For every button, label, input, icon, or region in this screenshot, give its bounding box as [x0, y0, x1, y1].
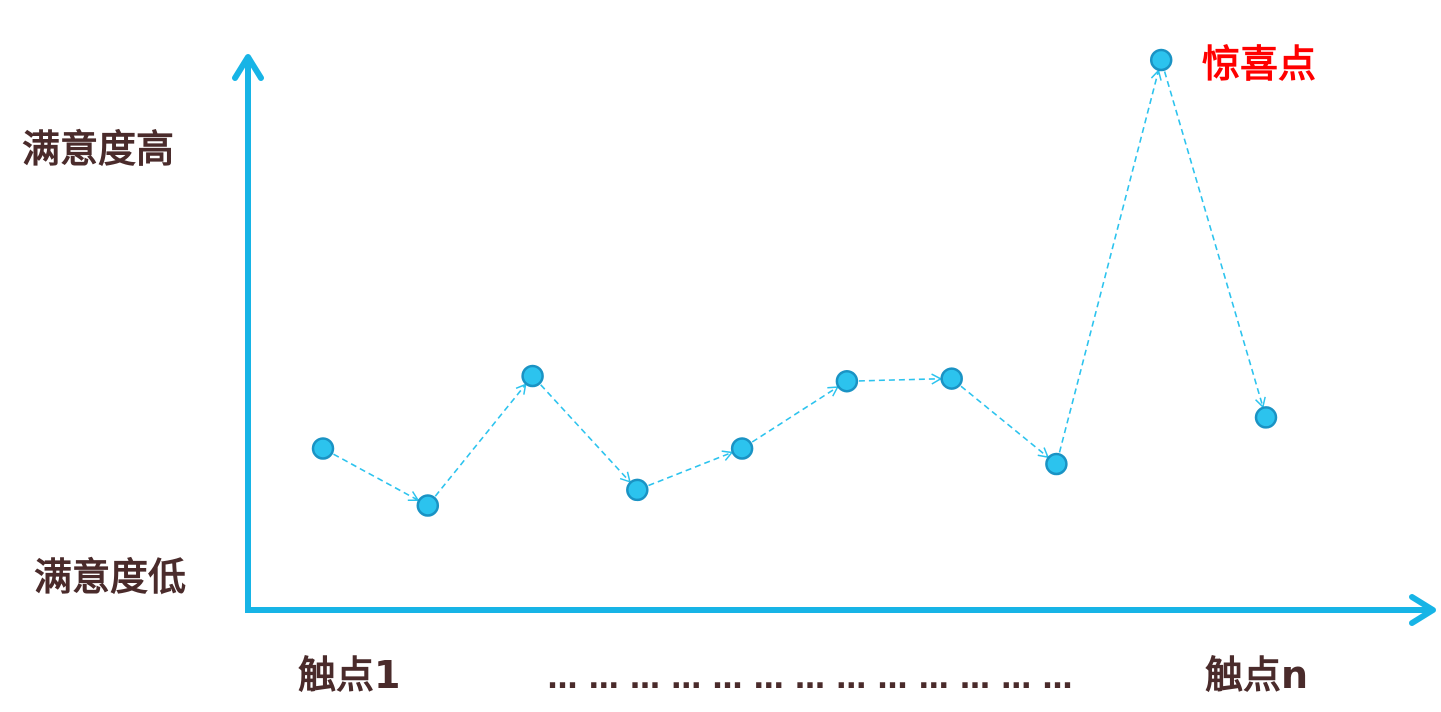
series-segment-8: [1058, 69, 1162, 453]
y-label-low: 满意度低: [34, 555, 186, 599]
data-point-7: [940, 367, 963, 390]
axes: [232, 54, 1436, 626]
data-point-4: [626, 478, 649, 502]
y-axis-arrowhead: [232, 54, 264, 81]
data-point-10: [1254, 406, 1278, 429]
series-segment-4: [648, 450, 734, 487]
data-point-9: [1149, 48, 1173, 72]
series-segment-9: [1163, 71, 1266, 409]
data-point-2: [416, 494, 440, 517]
x-label-end: 触点n: [1205, 653, 1308, 697]
y-label-high: 满意度高: [22, 127, 174, 171]
data-point-1: [311, 437, 335, 460]
series-segment-6: [858, 373, 943, 385]
series-points: [311, 48, 1278, 517]
data-point-5: [730, 437, 754, 460]
series-segment-5: [751, 386, 839, 443]
series-segment-7: [960, 385, 1050, 459]
x-axis-arrowhead: [1409, 594, 1436, 626]
series-segment-2: [434, 383, 527, 497]
series-segment-3: [540, 384, 631, 483]
surprise-point-annotation: 惊喜点: [1202, 42, 1316, 86]
x-label-ellipsis: …………………………………: [548, 661, 1073, 696]
series-segment-1: [333, 453, 420, 502]
data-point-6: [835, 369, 859, 393]
x-label-start: 触点1: [298, 653, 400, 697]
data-point-3: [521, 364, 544, 388]
data-point-8: [1045, 452, 1068, 476]
series-lines: [333, 69, 1266, 502]
